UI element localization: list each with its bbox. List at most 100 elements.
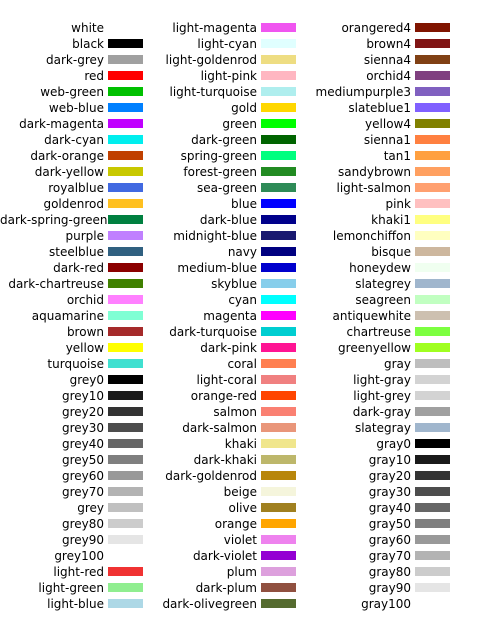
color-swatch (261, 215, 296, 224)
color-swatch (261, 343, 296, 352)
color-name-label: grey70 (61, 485, 104, 499)
color-name-label: dark-gray (352, 405, 411, 419)
color-swatch (415, 551, 450, 560)
color-name-label: forest-green (183, 165, 257, 179)
color-name-label: white (71, 21, 104, 35)
color-name-label: orange (214, 517, 257, 531)
color-name-label: light-grey (353, 389, 411, 403)
color-swatch (108, 471, 143, 480)
color-swatch (415, 535, 450, 544)
color-name-label: grey20 (61, 405, 104, 419)
color-name-label: grey60 (61, 469, 104, 483)
color-swatch (108, 407, 143, 416)
color-name-label: dark-blue (199, 213, 257, 227)
color-swatch (108, 231, 143, 240)
color-name-label: gray20 (368, 469, 411, 483)
color-name-label: yellow (65, 341, 104, 355)
color-swatch (415, 71, 450, 80)
color-swatch (261, 503, 296, 512)
color-swatch (261, 455, 296, 464)
color-name-label: orchid (66, 293, 104, 307)
color-swatch (108, 391, 143, 400)
color-swatch (415, 375, 450, 384)
color-swatch (415, 167, 450, 176)
color-name-label: cyan (228, 293, 257, 307)
color-name-label: dark-olivegreen (162, 597, 257, 611)
color-name-label: sandybrown (338, 165, 411, 179)
color-swatch (415, 503, 450, 512)
color-name-label: slategray (354, 421, 411, 435)
color-swatch (415, 471, 450, 480)
color-swatch (415, 151, 450, 160)
color-name-label: honeydew (349, 261, 411, 275)
color-name-label: pink (385, 197, 411, 211)
color-name-label: salmon (213, 405, 257, 419)
color-swatch (108, 39, 143, 48)
color-name-label: light-red (53, 565, 104, 579)
color-swatch (108, 23, 143, 32)
color-swatch (415, 183, 450, 192)
color-name-label: olive (228, 501, 258, 515)
color-name-label: sienna4 (363, 53, 411, 67)
color-swatch (108, 343, 143, 352)
color-name-label: sienna1 (363, 133, 411, 147)
color-name-label: web-blue (48, 101, 104, 115)
color-name-label: chartreuse (346, 325, 412, 339)
color-swatch (108, 55, 143, 64)
color-name-label: violet (223, 533, 257, 547)
color-swatch (108, 551, 143, 560)
color-name-label: brown (66, 325, 104, 339)
color-name-label: dark-turquoise (169, 325, 257, 339)
color-swatch (261, 583, 296, 592)
color-name-label: antiquewhite (332, 309, 411, 323)
color-name-label: gray40 (368, 501, 411, 515)
color-name-label: gray90 (368, 581, 411, 595)
color-name-label: grey (77, 501, 104, 515)
color-name-label: gray60 (368, 533, 411, 547)
color-swatch (108, 439, 143, 448)
color-swatch (415, 247, 450, 256)
color-swatch (261, 167, 296, 176)
color-name-label: grey0 (69, 373, 104, 387)
color-swatch (415, 199, 450, 208)
color-swatch (108, 103, 143, 112)
color-name-label: dark-yellow (34, 165, 104, 179)
color-swatch (261, 231, 296, 240)
color-swatch (108, 375, 143, 384)
color-name-label: beige (223, 485, 257, 499)
color-swatch (261, 359, 296, 368)
color-name-label: sea-green (197, 181, 257, 195)
color-swatch (261, 71, 296, 80)
color-swatch (415, 135, 450, 144)
color-swatch (261, 487, 296, 496)
color-name-label: light-salmon (336, 181, 411, 195)
color-swatch (108, 567, 143, 576)
color-swatch (108, 167, 143, 176)
color-swatch (108, 503, 143, 512)
color-name-label: gray (383, 357, 411, 371)
color-swatch (415, 55, 450, 64)
color-swatch (261, 327, 296, 336)
color-swatch (415, 23, 450, 32)
color-name-label: dark-goldenrod (165, 469, 257, 483)
color-swatch (415, 119, 450, 128)
color-name-label: dark-orange (30, 149, 104, 163)
color-name-label: khaki1 (371, 213, 411, 227)
color-swatch (415, 519, 450, 528)
color-name-label: dark-magenta (19, 117, 104, 131)
color-name-label: grey40 (61, 437, 104, 451)
color-name-label: orchid4 (366, 69, 411, 83)
color-name-label: light-coral (196, 373, 258, 387)
color-name-label: dark-violet (192, 549, 257, 563)
color-name-label: dark-grey (46, 53, 104, 67)
color-swatch (108, 535, 143, 544)
color-name-label: lemonchiffon (332, 229, 411, 243)
color-name-label: gray70 (368, 549, 411, 563)
color-name-label: light-green (38, 581, 104, 595)
color-name-label: slateblue1 (348, 101, 411, 115)
color-name-label: skyblue (211, 277, 257, 291)
color-swatch (108, 487, 143, 496)
color-swatch (261, 279, 296, 288)
color-name-label: goldenrod (43, 197, 104, 211)
